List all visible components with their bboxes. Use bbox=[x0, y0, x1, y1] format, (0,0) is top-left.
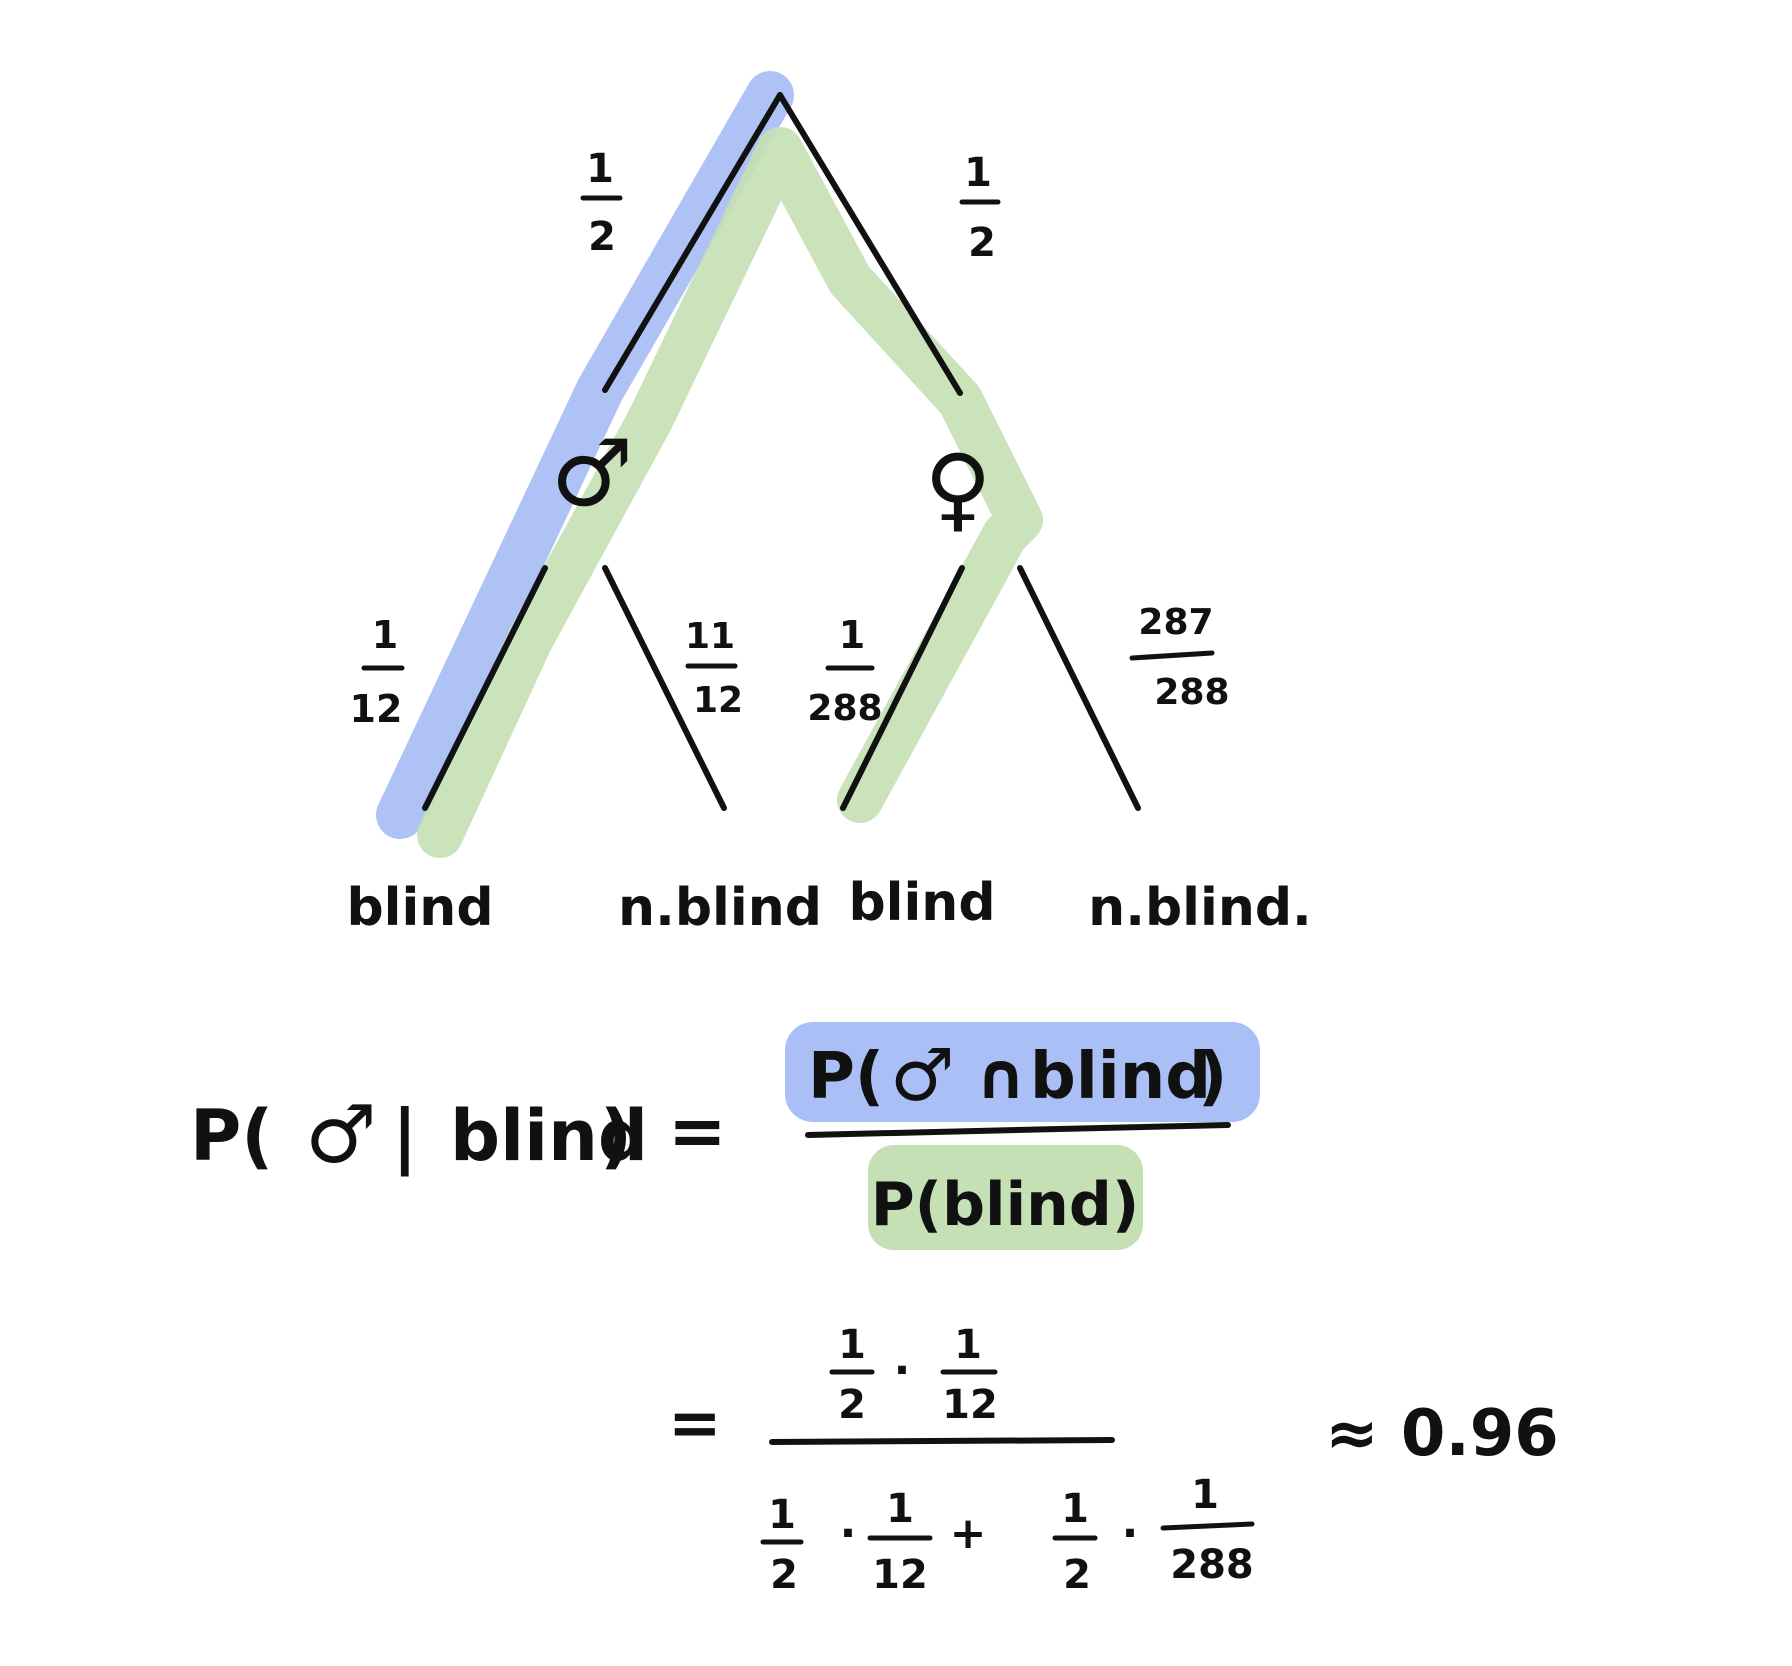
calc-numerator: 1 2 · 1 12 bbox=[829, 1322, 998, 1428]
svg-text:12: 12 bbox=[942, 1382, 998, 1428]
female-node-symbol: ♀ bbox=[924, 435, 991, 542]
svg-text:=: = bbox=[668, 1090, 727, 1172]
prob-root-female: 1 2 bbox=[959, 150, 1001, 266]
calc-denominator: 1 2 · 1 12 + 1 2 · 1 288 bbox=[760, 1472, 1255, 1598]
svg-text:12: 12 bbox=[693, 680, 743, 721]
green-path-highlight bbox=[417, 127, 1043, 858]
svg-text:1: 1 bbox=[372, 613, 398, 657]
denominator-green-highlight bbox=[868, 1145, 1143, 1250]
calc-equals: = bbox=[668, 1387, 722, 1461]
calc-fraction-bar bbox=[769, 1437, 1115, 1445]
leaf-female-blind: blind bbox=[848, 873, 995, 933]
numerator-blue-highlight bbox=[785, 1022, 1260, 1122]
svg-text:blind: blind bbox=[450, 1095, 648, 1177]
svg-text:288: 288 bbox=[1170, 1542, 1254, 1588]
svg-text:1: 1 bbox=[838, 1322, 866, 1368]
svg-text:+: + bbox=[950, 1508, 987, 1559]
fraction-denominator: P(blind) bbox=[871, 1170, 1140, 1240]
svg-text:1: 1 bbox=[839, 613, 865, 657]
leaf-male-not-blind: n.blind bbox=[618, 878, 822, 938]
fraction-numerator: P( ♂ ∩ blind ) bbox=[808, 1033, 1227, 1117]
svg-text:): ) bbox=[600, 1095, 632, 1177]
blue-path-highlight bbox=[376, 71, 794, 839]
svg-text:1: 1 bbox=[768, 1492, 796, 1538]
formula-lhs: P( ♂ | blind ) = bbox=[190, 1088, 727, 1181]
branch-male-not-blind bbox=[602, 565, 727, 811]
svg-text:2: 2 bbox=[770, 1552, 798, 1598]
svg-text:|: | bbox=[392, 1095, 418, 1177]
male-node-symbol: ♂ bbox=[551, 420, 633, 527]
svg-text:287: 287 bbox=[1138, 602, 1213, 643]
svg-text:1: 1 bbox=[586, 146, 614, 192]
svg-text:1: 1 bbox=[886, 1486, 914, 1532]
prob-female-not-blind: 287 288 bbox=[1129, 602, 1230, 713]
svg-text:blind: blind bbox=[1030, 1040, 1211, 1114]
svg-text:1: 1 bbox=[1191, 1472, 1219, 1518]
fraction-bar bbox=[805, 1122, 1231, 1138]
svg-text:♂: ♂ bbox=[305, 1088, 377, 1181]
svg-text:1: 1 bbox=[954, 1322, 982, 1368]
svg-text:2: 2 bbox=[838, 1382, 866, 1428]
svg-text:♂: ♂ bbox=[890, 1033, 955, 1117]
prob-root-male: 1 2 bbox=[580, 146, 623, 260]
branch-female-not-blind bbox=[1017, 565, 1141, 811]
calc-approx-result: ≈ 0.96 bbox=[1325, 1397, 1559, 1471]
svg-text:P(: P( bbox=[190, 1095, 273, 1177]
prob-female-blind: 1 288 bbox=[807, 613, 882, 729]
branch-male-blind bbox=[422, 565, 548, 811]
prob-male-not-blind: 11 12 bbox=[685, 616, 743, 721]
branch-female-blind bbox=[840, 565, 965, 811]
svg-text:2: 2 bbox=[968, 220, 996, 266]
svg-text:2: 2 bbox=[588, 214, 616, 260]
branch-root-male bbox=[602, 92, 783, 393]
svg-text:2: 2 bbox=[1063, 1552, 1091, 1598]
svg-text:11: 11 bbox=[685, 616, 735, 657]
prob-male-blind: 1 12 bbox=[350, 613, 405, 731]
svg-text:P(: P( bbox=[808, 1040, 884, 1114]
svg-text:288: 288 bbox=[1154, 672, 1229, 713]
leaf-female-not-blind: n.blind. bbox=[1088, 878, 1312, 938]
svg-text:·: · bbox=[894, 1345, 911, 1396]
svg-text:): ) bbox=[1198, 1040, 1227, 1114]
svg-text:∩: ∩ bbox=[975, 1040, 1027, 1114]
svg-text:1: 1 bbox=[964, 150, 992, 196]
svg-text:12: 12 bbox=[872, 1552, 928, 1598]
leaf-male-blind: blind bbox=[346, 878, 493, 938]
svg-text:·: · bbox=[1122, 1508, 1139, 1559]
svg-text:·: · bbox=[840, 1508, 857, 1559]
svg-text:12: 12 bbox=[350, 687, 403, 731]
svg-text:1: 1 bbox=[1061, 1486, 1089, 1532]
branch-root-female bbox=[777, 92, 963, 396]
svg-text:288: 288 bbox=[807, 688, 882, 729]
